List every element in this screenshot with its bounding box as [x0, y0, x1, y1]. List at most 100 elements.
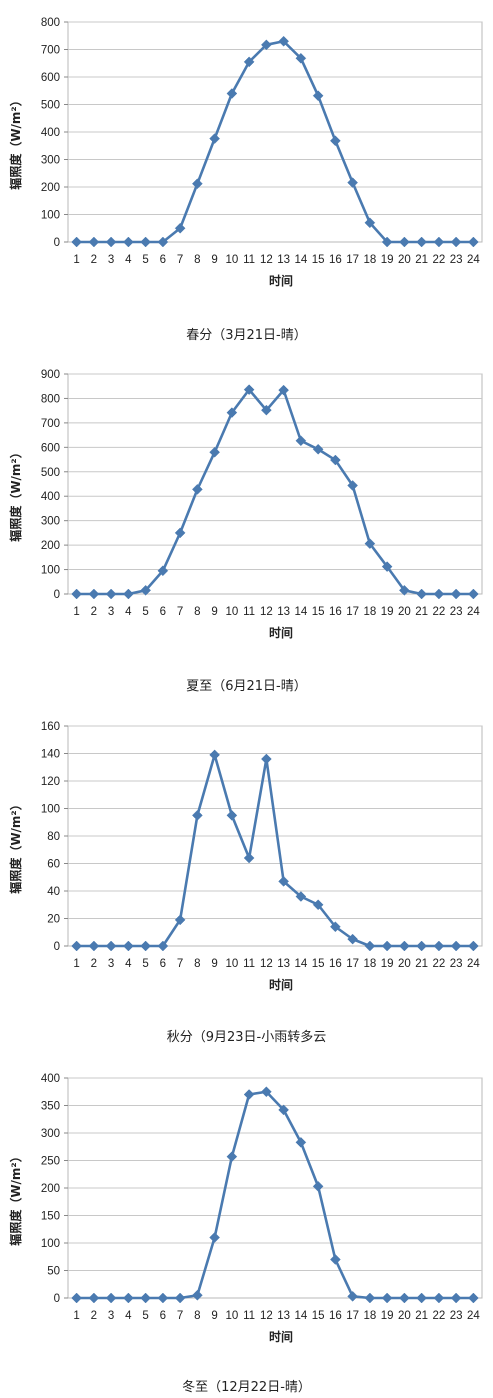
data-point	[416, 588, 427, 600]
data-point	[123, 236, 134, 248]
data-point	[433, 588, 445, 600]
x-tick-label: 19	[381, 254, 394, 266]
data-point	[347, 480, 358, 491]
x-tick-label: 19	[381, 1310, 394, 1322]
data-point	[140, 236, 151, 248]
x-tick-label: 22	[432, 606, 445, 618]
y-tick-label: 100	[41, 1238, 60, 1250]
x-tick-label: 22	[432, 958, 445, 970]
x-tick-label: 8	[194, 606, 200, 618]
data-point	[71, 1292, 82, 1304]
data-point	[174, 914, 186, 926]
x-tick-label: 18	[363, 1310, 376, 1322]
chart-caption: 夏至（6月21日-晴）	[186, 679, 307, 694]
y-tick-label: 60	[47, 859, 60, 871]
data-point	[312, 443, 324, 455]
y-tick-label: 40	[47, 886, 60, 898]
x-tick-label: 4	[125, 1310, 132, 1322]
data-point	[105, 236, 117, 248]
data-point	[399, 584, 410, 596]
y-tick-label: 600	[41, 72, 60, 84]
x-tick-label: 2	[91, 254, 97, 266]
x-tick-label: 23	[450, 606, 463, 618]
chart-caption: 春分（3月21日-晴）	[186, 328, 307, 343]
data-point	[330, 135, 341, 147]
data-point	[278, 35, 289, 47]
x-tick-label: 24	[467, 254, 480, 266]
x-tick-label: 7	[177, 1310, 183, 1322]
x-tick-label: 22	[432, 254, 445, 266]
data-point	[192, 810, 203, 821]
x-tick-label: 24	[467, 1310, 480, 1322]
x-axis-label: 时间	[269, 273, 293, 288]
x-tick-label: 24	[467, 606, 480, 618]
data-point	[312, 90, 324, 102]
x-tick-label: 12	[260, 958, 273, 970]
x-tick-label: 6	[160, 606, 166, 618]
data-point	[243, 384, 255, 395]
data-point	[330, 1254, 341, 1265]
data-point	[209, 446, 220, 458]
chart-spring: 0 100 200 300 400 500 600 700 800 1 2 3 4 5 6 7 8 9 10 11 12…	[0, 0, 493, 350]
data-point	[433, 940, 445, 952]
x-tick-label: 15	[312, 1310, 325, 1322]
data-point	[312, 1180, 324, 1192]
x-tick-label: 17	[346, 1310, 359, 1322]
chart-winter: 0 50 100 150 200 250 300 350 400 1 2 3 4 5 6 7 8 9 10 11 12 1…	[0, 1056, 493, 1398]
data-point	[330, 921, 341, 933]
y-tick-label: 250	[41, 1156, 60, 1168]
data-point	[468, 1292, 479, 1304]
x-tick-label: 7	[177, 958, 183, 970]
series-line	[76, 1090, 474, 1300]
x-tick-label: 1	[73, 254, 79, 266]
chart-autumn: 0 20 40 60 80 100 120 140 160 1 2 3 4 5 6 7 8 9 10 11 12 13 14…	[0, 704, 493, 1054]
data-point	[261, 753, 272, 765]
x-tick-label: 2	[91, 958, 97, 970]
y-axis-label: 辐照度（W/m²）	[8, 94, 23, 189]
data-point	[209, 749, 220, 761]
x-tick-label: 9	[211, 1310, 217, 1322]
data-point	[261, 39, 272, 51]
data-point	[209, 133, 220, 144]
data-point	[364, 1292, 376, 1304]
y-tick-label: 300	[41, 155, 60, 167]
data-point	[123, 1292, 134, 1304]
y-tick-label: 300	[41, 1128, 60, 1140]
data-point	[278, 876, 289, 887]
x-tick-label: 20	[398, 606, 411, 618]
data-point	[140, 1292, 151, 1304]
x-tick-label: 16	[329, 606, 342, 618]
data-point	[295, 435, 307, 447]
data-point	[399, 236, 410, 248]
y-tick-label: 500	[41, 467, 60, 479]
x-tick-label: 16	[329, 1310, 342, 1322]
data-point	[450, 588, 462, 600]
chart-caption: 秋分（9月23日-小雨转多云	[166, 1030, 327, 1045]
data-point	[364, 217, 376, 229]
x-tick-label: 2	[91, 1310, 97, 1322]
data-point	[157, 1292, 169, 1304]
data-point	[71, 236, 82, 248]
x-tick-label: 8	[194, 958, 200, 970]
y-tick-label: 500	[41, 100, 60, 112]
x-tick-label: 12	[260, 606, 273, 618]
data-point	[347, 1290, 358, 1302]
data-point	[123, 588, 134, 600]
x-tick-label: 3	[108, 606, 114, 618]
data-point	[416, 940, 427, 952]
data-point	[468, 236, 479, 248]
data-point	[243, 1089, 255, 1100]
data-point	[381, 561, 393, 572]
y-tick-label: 0	[54, 941, 60, 953]
x-tick-label: 6	[160, 1310, 166, 1322]
x-tick-label: 5	[142, 1310, 148, 1322]
x-tick-label: 23	[450, 958, 463, 970]
data-point	[399, 940, 410, 952]
x-tick-label: 11	[243, 254, 255, 266]
x-tick-label: 3	[108, 254, 114, 266]
x-tick-label: 11	[243, 1310, 255, 1322]
y-axis-label: 辐照度（W/m²）	[8, 798, 23, 893]
y-tick-label: 20	[47, 914, 60, 926]
